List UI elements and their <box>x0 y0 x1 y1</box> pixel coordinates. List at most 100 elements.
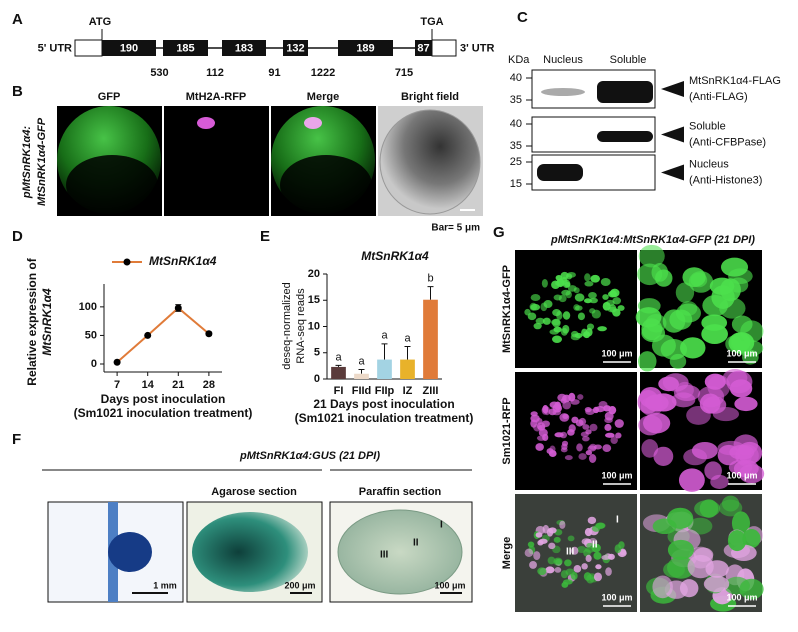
cell-signal <box>567 535 575 542</box>
cell-signal <box>608 290 618 298</box>
cell-signal <box>697 386 725 408</box>
x-tick-label: FI <box>334 385 344 397</box>
exon-length: 189 <box>356 42 374 54</box>
cell-signal <box>731 315 753 334</box>
micrograph <box>515 372 637 490</box>
cell-signal <box>562 400 571 410</box>
cell-signal <box>605 567 612 576</box>
panel-letter: B <box>12 83 23 100</box>
band <box>597 131 653 142</box>
cell-signal <box>638 351 657 372</box>
cell-signal <box>560 271 569 280</box>
panel-letter: A <box>12 11 23 28</box>
cell-signal <box>549 401 559 409</box>
intron-length: 530 <box>150 67 168 79</box>
marker-label: 35 <box>510 140 522 152</box>
cell-signal <box>559 520 566 529</box>
cell-signal <box>524 548 534 558</box>
bar <box>331 366 346 379</box>
cell-signal <box>591 543 601 553</box>
cell-signal <box>548 542 556 550</box>
exon <box>415 40 432 56</box>
arrowhead <box>661 164 684 181</box>
arrowhead <box>661 81 684 97</box>
cell-signal <box>560 447 568 453</box>
cell-signal <box>564 455 573 461</box>
cell-signal <box>586 542 594 549</box>
cell-signal <box>728 277 749 293</box>
utr-box <box>431 39 457 57</box>
cell-signal <box>581 563 588 570</box>
zone-label: II <box>413 538 419 549</box>
cell-signal <box>584 273 591 282</box>
section-label: Agarose section <box>211 486 297 498</box>
cell-signal <box>589 297 598 304</box>
cell-signal <box>587 516 597 525</box>
channel-label: MtH2A-RFP <box>186 91 247 103</box>
cell-signal <box>709 277 735 295</box>
x-axis-label: (Sm1021 inoculation treatment) <box>74 406 253 420</box>
cell-signal <box>600 277 611 287</box>
cell-signal <box>669 353 687 369</box>
utr-label: 3' UTR <box>460 42 494 54</box>
cell-signal <box>551 280 560 290</box>
cell-signal <box>588 291 597 299</box>
significance-letter: b <box>427 273 433 285</box>
cell-signal <box>641 439 659 458</box>
panel-letter: C <box>517 9 528 26</box>
cell-signal <box>546 527 554 537</box>
band <box>537 164 583 181</box>
nucleus-signal <box>197 117 215 129</box>
cell-signal <box>582 436 590 442</box>
cell-signal <box>552 309 561 317</box>
exon-length: 87 <box>417 42 429 54</box>
cell-interior <box>280 155 372 215</box>
cell-signal <box>601 554 610 560</box>
cell-signal <box>651 334 676 357</box>
row-label: Sm1021-RFP <box>501 397 513 464</box>
exon-length: 185 <box>176 42 194 54</box>
blot-target: Soluble <box>689 120 726 132</box>
scale-label: 200 μm <box>284 580 315 590</box>
significance-letter: a <box>335 351 342 363</box>
blot-target: MtSnRK1α4-FLAG <box>689 75 781 87</box>
y-axis-label: RNA-seq reads <box>295 288 307 364</box>
scale-label: 100 μm <box>601 470 632 480</box>
cell-signal <box>577 312 585 321</box>
cell-signal <box>738 464 765 484</box>
construct-label: pMtSnRK1α4: <box>21 126 33 200</box>
exon-length: 132 <box>286 42 304 54</box>
cell-signal <box>566 271 576 278</box>
x-tick-label: IZ <box>403 385 413 397</box>
cell-signal <box>535 443 544 451</box>
cell-signal <box>536 435 546 441</box>
exon-length: 183 <box>235 42 253 54</box>
lane-label: Nucleus <box>543 54 583 66</box>
nodule-section <box>192 512 308 592</box>
unit-label: KDa <box>508 54 530 66</box>
cell-signal <box>585 554 592 563</box>
cell-signal <box>542 317 551 325</box>
cell-signal <box>524 308 531 316</box>
cell-signal <box>619 548 627 556</box>
cell-signal <box>687 554 714 579</box>
cell-signal <box>679 337 706 359</box>
row-label: MtSnRK1α4-GFP <box>501 265 513 353</box>
construct-label: MtSnRK1α4-GFP <box>36 117 48 206</box>
significance-letter: a <box>381 330 388 342</box>
y-tick-label: 100 <box>79 301 97 313</box>
blot-antibody: (Anti-Histone3) <box>689 174 762 186</box>
cell-signal <box>554 566 562 573</box>
nodule-section <box>337 509 463 595</box>
cell-signal <box>584 281 594 287</box>
error-bar <box>381 343 388 360</box>
data-line <box>116 306 210 364</box>
cell-signal <box>561 440 569 447</box>
cell-signal <box>667 556 695 579</box>
cell-signal <box>574 332 583 339</box>
cell-signal <box>574 293 585 302</box>
cell-signal <box>578 453 587 460</box>
intron-length: 112 <box>206 67 224 79</box>
section-label: Paraffin section <box>359 486 442 498</box>
cell-signal <box>573 564 582 573</box>
